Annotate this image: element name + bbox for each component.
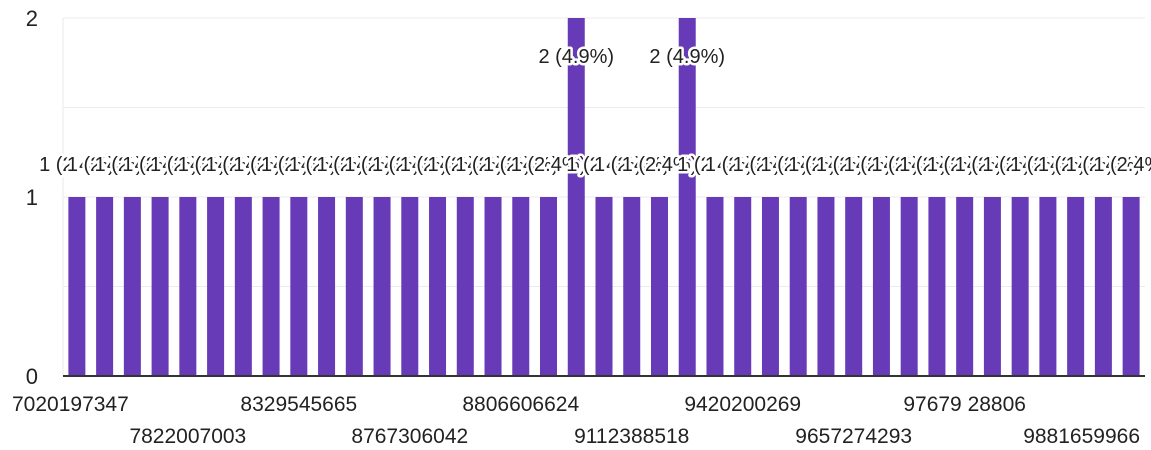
data-label: 2 (4.9%) <box>538 46 614 68</box>
data-label: 1 (2.4%) <box>289 154 365 176</box>
bar <box>678 18 696 376</box>
data-label: 1 (2.4%) <box>344 154 420 176</box>
bar <box>68 197 86 376</box>
data-label: 1 (2.4%) <box>816 154 892 176</box>
data-label: 1 (2.4%) <box>150 154 226 176</box>
bar <box>1122 197 1140 376</box>
x-tick-label: 9657274293 <box>795 425 912 448</box>
x-tick-label: 8806606624 <box>462 393 579 416</box>
bar <box>373 197 391 376</box>
bar <box>207 197 225 376</box>
bar <box>1039 197 1057 376</box>
bar <box>817 197 835 376</box>
x-tick-label: 7020197347 <box>12 393 129 416</box>
data-label: 1 (2.4%) <box>733 154 809 176</box>
bar <box>290 197 308 376</box>
data-label: 1 (2.4%) <box>67 154 143 176</box>
data-label: 1 (2.4%) <box>317 154 393 176</box>
data-label: 1 (2.4%) <box>982 154 1058 176</box>
bar <box>512 197 530 376</box>
bar <box>1067 197 1085 376</box>
bar <box>983 197 1001 376</box>
bar <box>318 197 336 376</box>
bar <box>595 197 613 376</box>
bar <box>401 197 419 376</box>
bar <box>956 197 974 376</box>
data-label: 1 (2.4%) <box>372 154 448 176</box>
bar <box>1011 197 1029 376</box>
data-label: 1 (2.4%) <box>705 154 781 176</box>
data-labels: 1 (2.4%)1 (2.4%)1 (2.4%)1 (2.4%)1 (2.4%)… <box>37 44 1151 179</box>
data-label: 1 (2.4%) <box>95 154 171 176</box>
y-tick-label: 1 <box>26 185 38 210</box>
x-tick-label: 97679 28806 <box>903 393 1026 416</box>
data-label: 1 (2.4%) <box>39 154 115 176</box>
bar <box>1094 197 1112 376</box>
data-label: 1 (2.4%) <box>622 154 698 176</box>
data-label: 1 (2.4%) <box>927 154 1003 176</box>
bars <box>68 18 1140 376</box>
data-label: 1 (2.4%) <box>206 154 282 176</box>
bar <box>345 197 363 376</box>
data-label: 1 (2.4%) <box>427 154 503 176</box>
bar <box>540 197 558 376</box>
x-tick-label: 8767306042 <box>351 425 468 448</box>
x-tick-label: 9420200269 <box>684 393 801 416</box>
bar <box>484 197 502 376</box>
bar <box>845 197 863 376</box>
x-tick-label: 9112388518 <box>574 425 689 448</box>
data-label: 1 (2.4%) <box>955 154 1031 176</box>
bar <box>928 197 946 376</box>
data-label: 1 (2.4%) <box>760 154 836 176</box>
data-label: 1 (2.4%) <box>400 154 476 176</box>
data-label: 1 (2.4%) <box>899 154 975 176</box>
bar <box>179 197 197 376</box>
bar <box>567 18 585 376</box>
bar <box>456 197 474 376</box>
data-label: 1 (2.4%) <box>1066 154 1142 176</box>
bar <box>123 197 141 376</box>
data-label: 1 (2.4%) <box>511 154 587 176</box>
bar <box>761 197 779 376</box>
data-label: 1 (2.4%) <box>1038 154 1114 176</box>
bar <box>789 197 807 376</box>
data-label: 1 (2.4%) <box>455 154 531 176</box>
bar <box>872 197 890 376</box>
data-label: 1 (2.4%) <box>844 154 920 176</box>
data-label: 1 (2.4%) <box>261 154 337 176</box>
data-label: 1 (2.4%) <box>788 154 864 176</box>
data-label: 1 (2.4%) <box>483 154 559 176</box>
data-label: 1 (2.4%) <box>871 154 947 176</box>
y-tick-labels: 0 1 2 <box>26 6 38 389</box>
x-tick-label: 7822007003 <box>129 425 246 448</box>
y-tick-label: 2 <box>26 6 38 31</box>
data-label: 1 (2.4%) <box>122 154 198 176</box>
bar <box>706 197 724 376</box>
bar <box>151 197 169 376</box>
data-label: 1 (2.4%) <box>233 154 309 176</box>
data-label: 1 (2.4%) <box>677 154 753 176</box>
data-label: 1 (2.4%) <box>1093 154 1151 176</box>
data-label: 1 (2.4%) <box>178 154 254 176</box>
y-tick-label: 0 <box>26 364 38 389</box>
data-label: 1 (2.4%) <box>566 154 642 176</box>
bar <box>96 197 114 376</box>
bar <box>429 197 447 376</box>
x-tick-label: 8329545665 <box>240 393 357 416</box>
data-label: 2 (4.9%) <box>649 46 725 68</box>
bar <box>650 197 668 376</box>
bar <box>234 197 252 376</box>
bar <box>734 197 752 376</box>
data-label: 1 (2.4%) <box>1010 154 1086 176</box>
bar <box>900 197 918 376</box>
bar <box>262 197 280 376</box>
x-tick-label: 9881659966 <box>1023 425 1140 448</box>
bar <box>623 197 641 376</box>
data-label: 1 (2.4%) <box>594 154 670 176</box>
